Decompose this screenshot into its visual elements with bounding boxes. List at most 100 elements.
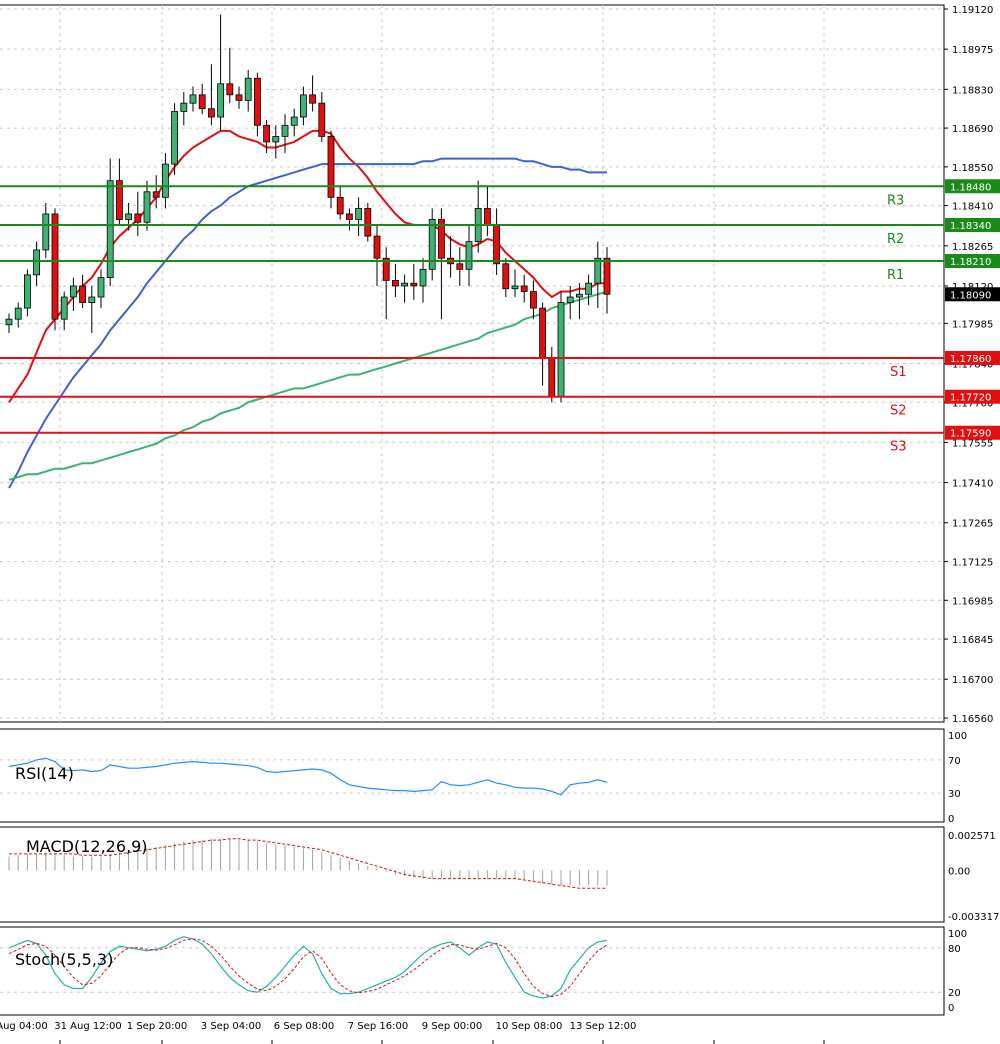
bullish-candle bbox=[465, 241, 473, 270]
current-price-label: 1.18090 bbox=[950, 290, 991, 301]
stoch-tick-label: 80 bbox=[948, 944, 961, 955]
price-tick-label: 1.17840 bbox=[952, 360, 993, 371]
price-axis: 1.19120 1.18975 1.18830 1.18690 1.18550 1.184… bbox=[944, 5, 993, 725]
price-tick-label: 1.19120 bbox=[952, 5, 993, 16]
bearish-candle bbox=[134, 213, 142, 223]
level-name-s1: S1 bbox=[890, 365, 907, 380]
price-tick-label: 1.18550 bbox=[952, 163, 993, 174]
bullish-candle bbox=[88, 296, 96, 303]
price-tick-label: 1.17555 bbox=[952, 438, 993, 449]
level-name-r3: R3 bbox=[887, 193, 904, 208]
level-price-label: 1.18480 bbox=[950, 182, 991, 193]
bearish-candle bbox=[410, 282, 418, 287]
bullish-candle bbox=[401, 282, 409, 287]
bearish-candle bbox=[483, 208, 491, 226]
stoch-tick-label: 20 bbox=[948, 988, 961, 999]
level-price-box bbox=[945, 218, 1000, 233]
price-grid bbox=[0, 5, 944, 722]
price-tick-label: 1.17985 bbox=[952, 319, 993, 330]
support-resistance-levels: 1.18480 R3 1.18340 R2 1.18210 R1 1.17860 S1 1.17… bbox=[0, 179, 1000, 455]
bearish-candle bbox=[226, 83, 234, 96]
bullish-candle bbox=[576, 293, 583, 298]
level-price-label: 1.18340 bbox=[950, 221, 991, 232]
time-tick-label: 9 Sep 00:00 bbox=[422, 1021, 482, 1032]
stoch-label: Stoch(5,5,3) bbox=[15, 950, 113, 969]
bearish-candle bbox=[318, 102, 326, 137]
macd-tick-label: 0.00 bbox=[948, 866, 970, 877]
level-price-box bbox=[945, 350, 1000, 365]
price-tick-label: 1.16700 bbox=[952, 675, 993, 686]
level-price-box bbox=[945, 425, 1000, 440]
current-price-marker: 1.18090 bbox=[945, 287, 1000, 302]
bearish-candle bbox=[336, 196, 344, 215]
time-tick-label: 3 Sep 04:00 bbox=[201, 1021, 261, 1032]
bullish-candle bbox=[14, 307, 22, 320]
candlesticks bbox=[5, 14, 611, 403]
moving-average-line bbox=[8, 157, 607, 489]
level-price-box bbox=[945, 254, 1000, 269]
bearish-candle bbox=[520, 285, 528, 292]
bearish-candle bbox=[391, 280, 399, 287]
price-tick-label: 1.17265 bbox=[952, 519, 993, 530]
level-price-label: 1.17590 bbox=[950, 429, 991, 440]
panel-frame bbox=[0, 926, 945, 1016]
bullish-candle bbox=[161, 163, 169, 198]
bearish-candle bbox=[548, 357, 556, 398]
bullish-candle bbox=[244, 77, 252, 101]
macd-label: MACD(12,26,9) bbox=[26, 837, 148, 856]
bullish-candle bbox=[180, 102, 188, 112]
time-tick-label: 31 Aug 12:00 bbox=[54, 1021, 121, 1032]
bearish-candle bbox=[373, 235, 381, 259]
bullish-candle bbox=[33, 249, 40, 276]
bullish-candle bbox=[557, 302, 565, 398]
stoch-tick-label: 100 bbox=[948, 929, 967, 940]
stoch-signal-line bbox=[8, 938, 608, 998]
bearish-candle bbox=[152, 191, 160, 198]
bearish-candle bbox=[235, 94, 243, 101]
bearish-candle bbox=[198, 94, 206, 110]
rsi-panel: 100 70 30 0 bbox=[0, 731, 967, 825]
level-price-label: 1.17860 bbox=[950, 354, 991, 365]
stoch-main-line bbox=[8, 936, 608, 999]
bullish-candle bbox=[97, 277, 105, 298]
level-name-s3: S3 bbox=[890, 440, 907, 455]
bullish-candle bbox=[511, 285, 519, 290]
price-tick-label: 1.18690 bbox=[952, 124, 993, 135]
price-tick-label: 1.17125 bbox=[952, 558, 993, 569]
bullish-candle bbox=[281, 124, 289, 137]
bearish-candle bbox=[253, 77, 261, 126]
bullish-candle bbox=[189, 94, 197, 104]
bullish-candle bbox=[566, 296, 574, 303]
rsi-label: RSI(14) bbox=[15, 764, 74, 783]
price-tick-label: 1.18410 bbox=[952, 202, 993, 213]
rsi-tick-label: 30 bbox=[948, 789, 961, 800]
stoch-panel: 100 80 20 0 bbox=[0, 929, 967, 1014]
time-tick-label: 13 Sep 12:00 bbox=[570, 1021, 637, 1032]
level-name-s2: S2 bbox=[890, 404, 907, 419]
bullish-candle bbox=[70, 285, 77, 298]
time-tick-label: 10 Sep 08:00 bbox=[496, 1021, 563, 1032]
bullish-candle bbox=[594, 257, 602, 284]
bearish-candle bbox=[502, 263, 510, 290]
price-tick-label: 1.17700 bbox=[952, 398, 993, 409]
price-tick-label: 1.18975 bbox=[952, 45, 993, 56]
stoch-tick-label: 0 bbox=[948, 1003, 954, 1014]
price-tick-label: 1.18265 bbox=[952, 242, 993, 253]
bullish-candle bbox=[428, 219, 436, 270]
bearish-candle bbox=[263, 124, 271, 143]
bearish-candle bbox=[116, 180, 123, 220]
rsi-line bbox=[8, 757, 608, 796]
bullish-candle bbox=[5, 318, 13, 326]
time-tick-label: 7 Sep 16:00 bbox=[348, 1021, 408, 1032]
level-price-box bbox=[945, 179, 1000, 194]
panel-frame bbox=[0, 826, 945, 923]
macd-tick-label: 0.002571 bbox=[948, 831, 996, 842]
bearish-candle bbox=[493, 224, 501, 265]
level-price-label: 1.18210 bbox=[950, 257, 991, 268]
bullish-candle bbox=[290, 116, 298, 126]
current-price-box bbox=[945, 287, 1000, 302]
bearish-candle bbox=[603, 257, 611, 295]
macd-panel: 0.002571 0.00 -0.003317 bbox=[8, 831, 999, 923]
bullish-candle bbox=[171, 111, 179, 165]
macd-signal-line bbox=[9, 838, 607, 889]
